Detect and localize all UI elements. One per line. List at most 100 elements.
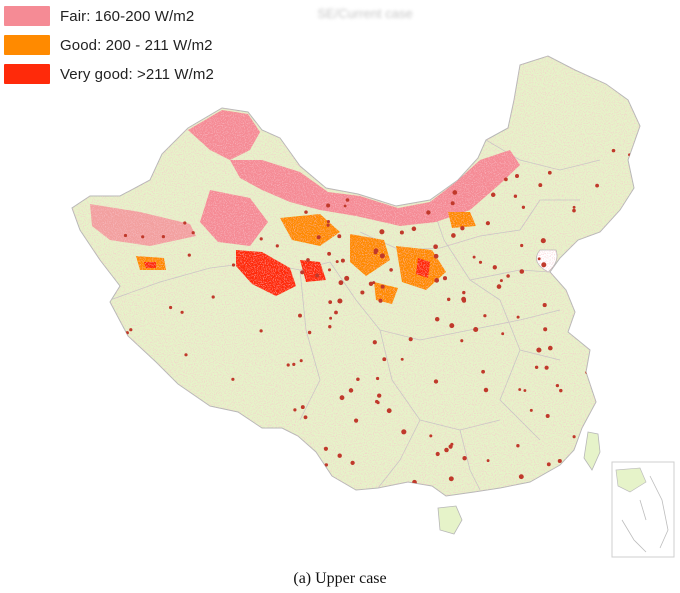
city-marker bbox=[555, 383, 560, 388]
city-marker bbox=[499, 279, 503, 283]
city-marker bbox=[623, 299, 627, 304]
legend-swatch-very-good bbox=[4, 64, 50, 84]
south-china-sea-inset bbox=[611, 461, 675, 558]
city-marker bbox=[537, 257, 541, 261]
city-marker bbox=[433, 244, 438, 250]
city-marker bbox=[610, 421, 615, 425]
city-marker bbox=[460, 339, 464, 343]
city-marker bbox=[407, 157, 411, 161]
city-marker bbox=[401, 429, 407, 435]
city-marker bbox=[382, 357, 387, 362]
city-marker bbox=[378, 298, 383, 303]
city-marker bbox=[398, 157, 403, 163]
city-marker bbox=[339, 395, 345, 401]
city-marker bbox=[379, 253, 385, 259]
legend-label-very-good: Very good: >211 W/m2 bbox=[60, 65, 214, 83]
city-marker bbox=[377, 393, 382, 398]
city-marker bbox=[444, 447, 449, 453]
hainan-island bbox=[437, 505, 463, 535]
city-marker bbox=[231, 377, 235, 381]
city-marker bbox=[307, 330, 312, 335]
city-marker bbox=[473, 326, 479, 333]
city-marker bbox=[610, 250, 616, 256]
legend-swatch-good bbox=[4, 35, 50, 55]
city-marker bbox=[540, 238, 546, 244]
map-title: SE/Current case bbox=[317, 6, 413, 21]
city-marker bbox=[544, 365, 549, 370]
city-marker bbox=[538, 183, 543, 188]
city-marker bbox=[315, 273, 320, 278]
city-marker bbox=[375, 399, 379, 404]
city-marker bbox=[334, 310, 338, 315]
city-marker bbox=[490, 192, 496, 198]
city-marker bbox=[611, 148, 616, 153]
city-marker bbox=[591, 265, 595, 269]
city-marker bbox=[292, 362, 296, 366]
city-marker bbox=[534, 365, 539, 370]
city-marker bbox=[328, 268, 331, 272]
city-marker bbox=[337, 298, 343, 304]
city-marker bbox=[542, 303, 547, 308]
city-marker bbox=[360, 290, 365, 295]
city-marker bbox=[335, 260, 339, 264]
city-marker bbox=[442, 276, 448, 281]
city-marker bbox=[515, 174, 519, 178]
city-marker bbox=[117, 371, 122, 375]
city-marker bbox=[416, 173, 422, 179]
city-marker bbox=[316, 235, 321, 240]
city-marker bbox=[141, 235, 145, 239]
legend-item-good: Good: 200 - 211 W/m2 bbox=[4, 35, 214, 55]
city-marker bbox=[328, 325, 332, 329]
city-marker bbox=[304, 210, 308, 214]
city-marker bbox=[447, 179, 451, 183]
city-marker bbox=[451, 233, 456, 238]
city-marker bbox=[561, 264, 565, 268]
city-marker bbox=[516, 444, 520, 448]
city-marker bbox=[337, 453, 342, 458]
city-marker bbox=[506, 274, 510, 278]
city-marker bbox=[597, 351, 602, 356]
city-marker bbox=[313, 466, 320, 472]
city-marker bbox=[324, 155, 330, 160]
city-marker bbox=[411, 226, 417, 232]
city-marker bbox=[590, 470, 595, 475]
city-marker bbox=[386, 408, 392, 414]
city-marker bbox=[478, 260, 483, 264]
city-marker bbox=[399, 230, 404, 235]
city-marker bbox=[529, 408, 533, 412]
city-marker bbox=[595, 183, 599, 188]
city-marker bbox=[594, 238, 598, 242]
city-marker bbox=[435, 451, 440, 457]
city-marker bbox=[519, 269, 525, 274]
city-marker bbox=[337, 234, 342, 239]
city-marker bbox=[596, 382, 602, 388]
city-marker bbox=[486, 459, 490, 463]
legend-label-fair: Fair: 160-200 W/m2 bbox=[60, 7, 195, 25]
city-marker bbox=[259, 237, 263, 241]
city-marker bbox=[340, 258, 345, 263]
city-marker bbox=[286, 363, 290, 367]
city-marker bbox=[372, 281, 376, 285]
city-marker bbox=[521, 205, 526, 209]
city-marker bbox=[504, 177, 508, 182]
city-marker bbox=[326, 220, 330, 224]
legend: Fair: 160-200 W/m2 Good: 200 - 211 W/m2 … bbox=[4, 6, 214, 93]
city-marker bbox=[372, 340, 377, 345]
city-marker bbox=[572, 208, 576, 213]
city-marker bbox=[408, 337, 413, 342]
city-marker bbox=[368, 281, 374, 287]
city-marker bbox=[356, 377, 360, 381]
city-marker bbox=[373, 250, 378, 255]
city-marker bbox=[350, 460, 355, 466]
city-marker bbox=[327, 251, 332, 256]
city-marker bbox=[433, 253, 439, 259]
city-marker bbox=[376, 376, 380, 381]
city-marker bbox=[611, 350, 615, 355]
city-marker bbox=[617, 452, 622, 456]
city-marker bbox=[293, 408, 297, 412]
city-marker bbox=[434, 316, 440, 322]
legend-item-fair: Fair: 160-200 W/m2 bbox=[4, 6, 214, 26]
city-marker bbox=[523, 389, 527, 392]
city-marker bbox=[483, 387, 489, 393]
city-marker bbox=[449, 323, 455, 329]
